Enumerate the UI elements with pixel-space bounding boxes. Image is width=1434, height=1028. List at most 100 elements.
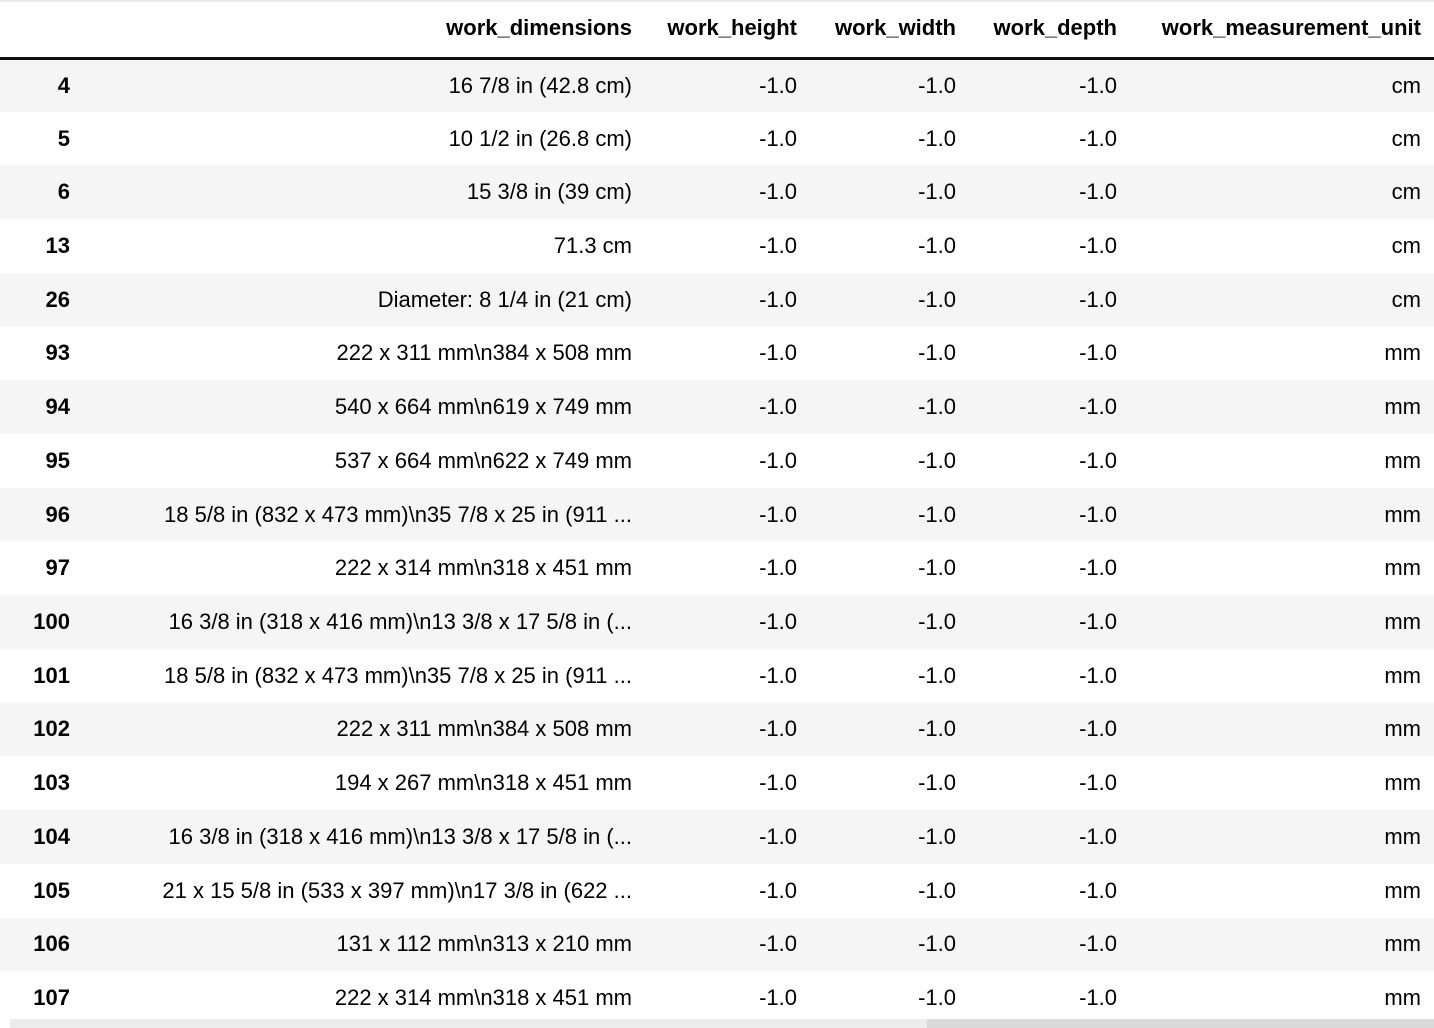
cell-work_measurement_unit: cm: [1391, 286, 1421, 312]
cell-work_dimensions: 222 x 314 mm\n318 x 451 mm: [334, 985, 632, 1011]
cell-work_measurement_unit: mm: [1384, 555, 1421, 581]
cell-work_dimensions: 16 7/8 in (42.8 cm): [448, 72, 632, 98]
cell-work_width: -1.0: [918, 877, 956, 903]
cell-work_depth: -1.0: [1079, 931, 1117, 957]
table-row: 97 222 x 314 mm\n318 x 451 mm -1.0 -1.0 -1.0…: [0, 541, 1434, 596]
cell-work_width: -1.0: [918, 716, 956, 742]
cell-work_height: -1.0: [759, 662, 797, 688]
cell-work_width: -1.0: [918, 931, 956, 957]
cell-work_width: -1.0: [918, 340, 956, 366]
table-body: 4 16 7/8 in (42.8 cm) -1.0 -1.0 -1.0 cm 5 10 1/…: [0, 58, 1434, 1025]
row-index: 104: [33, 823, 70, 849]
cell-work_depth: -1.0: [1079, 179, 1117, 205]
cell-work_width: -1.0: [918, 125, 956, 151]
row-index: 5: [57, 125, 70, 151]
cell-work_height: -1.0: [759, 609, 797, 635]
cell-work_depth: -1.0: [1079, 447, 1117, 473]
cell-work_measurement_unit: mm: [1384, 340, 1421, 366]
cell-work_width: -1.0: [918, 662, 956, 688]
cell-work_dimensions: 222 x 311 mm\n384 x 508 mm: [336, 716, 632, 742]
cell-work_dimensions: 18 5/8 in (832 x 473 mm)\n35 7/8 x 25 in…: [164, 501, 632, 527]
table-row: 104 16 3/8 in (318 x 416 mm)\n13 3/8 x 17…: [0, 810, 1434, 864]
index-corner-header: [0, 0, 70, 60]
cell-work_height: -1.0: [759, 877, 797, 903]
scrollbar-thumb[interactable]: [927, 1019, 1434, 1028]
table-row: 93 222 x 311 mm\n384 x 508 mm -1.0 -1.0 -1.0…: [0, 326, 1434, 381]
cell-work_dimensions: 222 x 311 mm\n384 x 508 mm: [336, 340, 632, 366]
cell-work_dimensions: 71.3 cm: [553, 233, 632, 259]
cell-work_width: -1.0: [918, 179, 956, 205]
table-row: 5 10 1/2 in (26.8 cm) -1.0 -1.0 -1.0 cm: [0, 111, 1434, 166]
cell-work_dimensions: 540 x 664 mm\n619 x 749 mm: [334, 394, 632, 420]
row-index: 100: [33, 609, 70, 635]
cell-work_dimensions: 15 3/8 in (39 cm): [466, 179, 632, 205]
cell-work_depth: -1.0: [1079, 662, 1117, 688]
cell-work_width: -1.0: [918, 770, 956, 796]
cell-work_dimensions: 131 x 112 mm\n313 x 210 mm: [336, 931, 632, 957]
cell-work_dimensions: 194 x 267 mm\n318 x 451 mm: [334, 770, 632, 796]
cell-work_measurement_unit: mm: [1384, 394, 1421, 420]
cell-work_depth: -1.0: [1079, 555, 1117, 581]
cell-work_dimensions: 537 x 664 mm\n622 x 749 mm: [334, 447, 632, 473]
cell-work_dimensions: 222 x 314 mm\n318 x 451 mm: [334, 555, 632, 581]
cell-work_depth: -1.0: [1079, 501, 1117, 527]
table-row: 106 131 x 112 mm\n313 x 210 mm -1.0 -1.0 -1.…: [0, 917, 1434, 972]
col-header-work-height: work_height: [632, 0, 797, 60]
table-row: 105 21 x 15 5/8 in (533 x 397 mm)\n17 3/8…: [0, 863, 1434, 918]
cell-work_height: -1.0: [759, 770, 797, 796]
cell-work_dimensions: 16 3/8 in (318 x 416 mm)\n13 3/8 x 17 5/…: [168, 823, 632, 849]
cell-work_height: -1.0: [759, 179, 797, 205]
cell-work_height: -1.0: [759, 394, 797, 420]
cell-work_height: -1.0: [759, 340, 797, 366]
cell-work_height: -1.0: [759, 233, 797, 259]
col-header-work-measurement-unit: work_measurement_unit: [1117, 0, 1434, 60]
row-index: 95: [45, 447, 70, 473]
cell-work_height: -1.0: [759, 447, 797, 473]
cell-work_width: -1.0: [918, 555, 956, 581]
cell-work_depth: -1.0: [1079, 233, 1117, 259]
col-header-work-width: work_width: [797, 0, 956, 60]
cell-work_height: -1.0: [759, 555, 797, 581]
cell-work_dimensions: 18 5/8 in (832 x 473 mm)\n35 7/8 x 25 in…: [164, 662, 632, 688]
table-row: 13 71.3 cm -1.0 -1.0 -1.0 cm: [0, 219, 1434, 273]
cell-work_height: -1.0: [759, 985, 797, 1011]
table-row: 26 Diameter: 8 1/4 in (21 cm) -1.0 -1.0 -1.0…: [0, 272, 1434, 327]
cell-work_measurement_unit: mm: [1384, 447, 1421, 473]
table-row: 96 18 5/8 in (832 x 473 mm)\n35 7/8 x 25 …: [0, 487, 1434, 542]
row-index: 105: [33, 877, 70, 903]
cell-work_depth: -1.0: [1079, 985, 1117, 1011]
table-row: 6 15 3/8 in (39 cm) -1.0 -1.0 -1.0 cm: [0, 165, 1434, 220]
row-index: 13: [45, 233, 70, 259]
cell-work_measurement_unit: cm: [1391, 179, 1421, 205]
cell-work_height: -1.0: [759, 823, 797, 849]
cell-work_measurement_unit: cm: [1391, 125, 1421, 151]
col-header-work-dimensions: work_dimensions: [70, 0, 632, 60]
cell-work_measurement_unit: cm: [1391, 233, 1421, 259]
cell-work_dimensions: 21 x 15 5/8 in (533 x 397 mm)\n17 3/8 in…: [162, 877, 632, 903]
cell-work_measurement_unit: mm: [1384, 770, 1421, 796]
cell-work_height: -1.0: [759, 501, 797, 527]
cell-work_depth: -1.0: [1079, 609, 1117, 635]
top-divider: [0, 0, 1434, 2]
cell-work_width: -1.0: [918, 609, 956, 635]
cell-work_measurement_unit: mm: [1384, 985, 1421, 1011]
row-index: 107: [33, 985, 70, 1011]
cell-work_measurement_unit: cm: [1391, 72, 1421, 98]
cell-work_depth: -1.0: [1079, 286, 1117, 312]
horizontal-scrollbar[interactable]: [10, 1019, 1434, 1028]
cell-work_depth: -1.0: [1079, 394, 1117, 420]
header-row: work_dimensions work_height work_width w…: [0, 0, 1434, 60]
row-index: 93: [45, 340, 70, 366]
cell-work_width: -1.0: [918, 72, 956, 98]
cell-work_width: -1.0: [918, 823, 956, 849]
cell-work_depth: -1.0: [1079, 823, 1117, 849]
table-row: 100 16 3/8 in (318 x 416 mm)\n13 3/8 x 17…: [0, 595, 1434, 649]
cell-work_measurement_unit: mm: [1384, 501, 1421, 527]
table-row: 95 537 x 664 mm\n622 x 749 mm -1.0 -1.0 -1.0…: [0, 434, 1434, 488]
cell-work_dimensions: 10 1/2 in (26.8 cm): [448, 125, 632, 151]
cell-work_width: -1.0: [918, 447, 956, 473]
cell-work_depth: -1.0: [1079, 72, 1117, 98]
row-index: 97: [45, 555, 70, 581]
cell-work_measurement_unit: mm: [1384, 823, 1421, 849]
